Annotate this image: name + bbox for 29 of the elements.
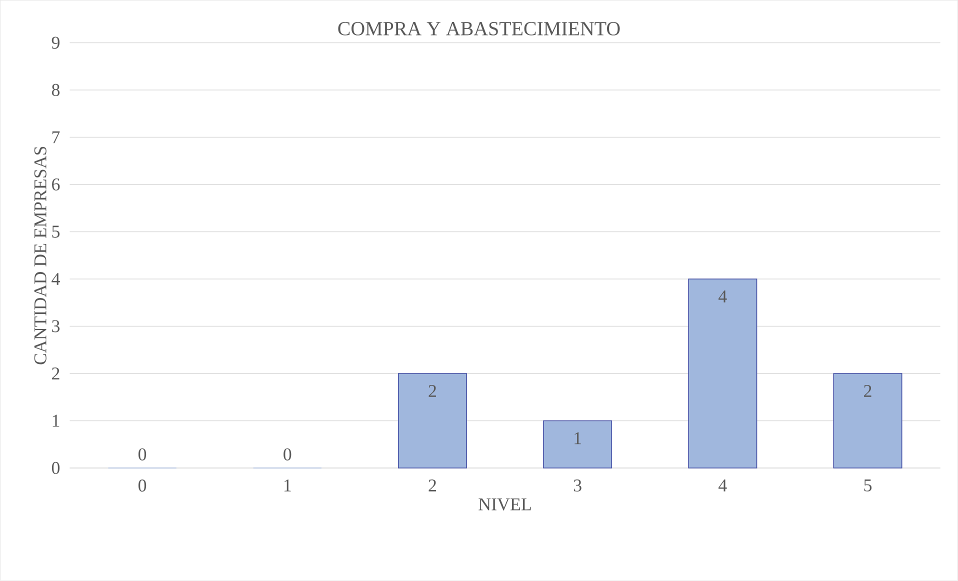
x-tick-label: 4	[718, 480, 727, 492]
data-label: 2	[428, 385, 436, 398]
y-tick-label: 7	[52, 131, 60, 144]
y-tick-label: 1	[52, 414, 60, 427]
y-tick-label: 0	[52, 462, 60, 474]
data-label: 2	[864, 385, 872, 398]
x-tick-label: 3	[574, 480, 582, 492]
y-tick-label: 9	[52, 36, 60, 49]
y-tick-label: 2	[52, 368, 60, 380]
y-axis-title: CANTIDAD DE EMPRESAS	[34, 146, 46, 364]
bar	[833, 373, 902, 469]
y-tick-label: 6	[52, 178, 60, 191]
y-tick-label: 3	[52, 320, 60, 332]
data-label: 0	[138, 448, 146, 461]
data-label: 1	[574, 432, 581, 444]
y-tick-label: 4	[52, 273, 60, 286]
bar	[543, 420, 612, 469]
y-tick-label: 8	[52, 84, 60, 96]
bar	[688, 278, 758, 469]
x-tick-label: 0	[138, 480, 146, 492]
x-axis-title: NIVEL	[478, 498, 531, 511]
y-tick-label: 5	[52, 226, 60, 238]
chart-title: COMPRA Y ABASTECIMIENTO	[338, 22, 620, 36]
x-tick-label: 1	[284, 480, 291, 492]
data-label: 4	[718, 290, 727, 302]
bar	[398, 373, 467, 469]
x-tick-label: 2	[428, 480, 436, 492]
data-label: 0	[284, 448, 292, 461]
x-tick-label: 5	[864, 480, 872, 492]
